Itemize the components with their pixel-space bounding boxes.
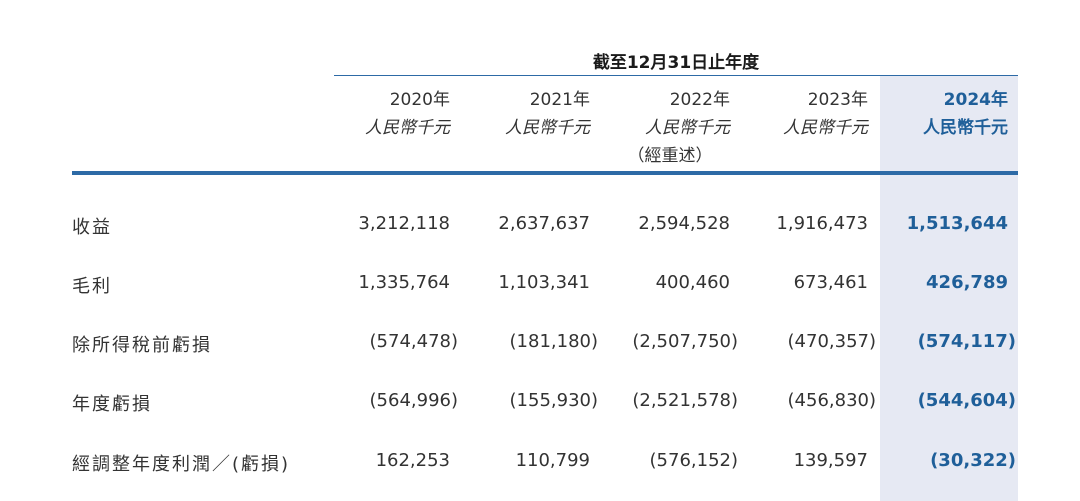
column-header-2020: 2020年 人民幣千元 (334, 86, 450, 142)
column-unit: 人民幣千元 (645, 118, 730, 138)
row-label-loss-for-year: 年度虧損 (72, 394, 152, 415)
table-cell: 2,594,528 (638, 213, 730, 234)
table-cell-current: 1,513,644 (906, 213, 1008, 234)
table-cell: (574,478) (369, 331, 458, 352)
table-cell: 1,916,473 (776, 213, 868, 234)
table-cell: 673,461 (793, 272, 868, 293)
column-unit: 人民幣千元 (505, 118, 590, 138)
column-unit: 人民幣千元 (783, 118, 868, 138)
table-cell: 400,460 (655, 272, 730, 293)
table-cell: 2,637,637 (498, 213, 590, 234)
table-cell: 162,253 (375, 450, 450, 471)
row-label-gross-profit: 毛利 (72, 276, 112, 297)
column-year: 2020年 (389, 90, 450, 110)
column-unit: 人民幣千元 (923, 118, 1008, 138)
column-year: 2021年 (529, 90, 590, 110)
table-cell: (155,930) (509, 390, 598, 411)
table-cell: (181,180) (509, 331, 598, 352)
table-cell-current: (574,117) (917, 331, 1016, 352)
column-year: 2023年 (807, 90, 868, 110)
row-label-adjusted-profit: 經調整年度利潤／(虧損) (72, 454, 291, 475)
period-header: 截至12月31日止年度 (592, 53, 760, 73)
table-header-rule (72, 171, 1018, 175)
table-cell: (470,357) (787, 331, 876, 352)
header-rule (334, 75, 1018, 76)
restated-note: （經重述） (627, 146, 713, 166)
table-cell-current: 426,789 (926, 272, 1008, 293)
table-cell: 3,212,118 (358, 213, 450, 234)
current-year-highlight (880, 76, 1018, 501)
table-cell-current: (544,604) (917, 390, 1016, 411)
column-year: 2024年 (943, 90, 1008, 110)
table-cell: (456,830) (787, 390, 876, 411)
table-cell: (564,996) (369, 390, 458, 411)
table-cell: 139,597 (793, 450, 868, 471)
row-label-loss-before-tax: 除所得稅前虧損 (72, 335, 212, 356)
table-cell-current: (30,322) (930, 450, 1016, 471)
table-cell: (2,507,750) (632, 331, 738, 352)
table-cell: (2,521,578) (632, 390, 738, 411)
table-cell: 1,103,341 (498, 272, 590, 293)
column-unit: 人民幣千元 (365, 118, 450, 138)
table-cell: 1,335,764 (358, 272, 450, 293)
column-header-2023: 2023年 人民幣千元 (750, 86, 868, 142)
column-header-2022: 2022年 人民幣千元 （經重述） (610, 86, 731, 170)
row-label-revenue: 收益 (72, 217, 112, 238)
table-cell: (576,152) (649, 450, 738, 471)
table-cell: 110,799 (515, 450, 590, 471)
column-header-2024: 2024年 人民幣千元 (880, 86, 1008, 142)
column-year: 2022年 (669, 90, 730, 110)
column-header-2021: 2021年 人民幣千元 (470, 86, 590, 142)
